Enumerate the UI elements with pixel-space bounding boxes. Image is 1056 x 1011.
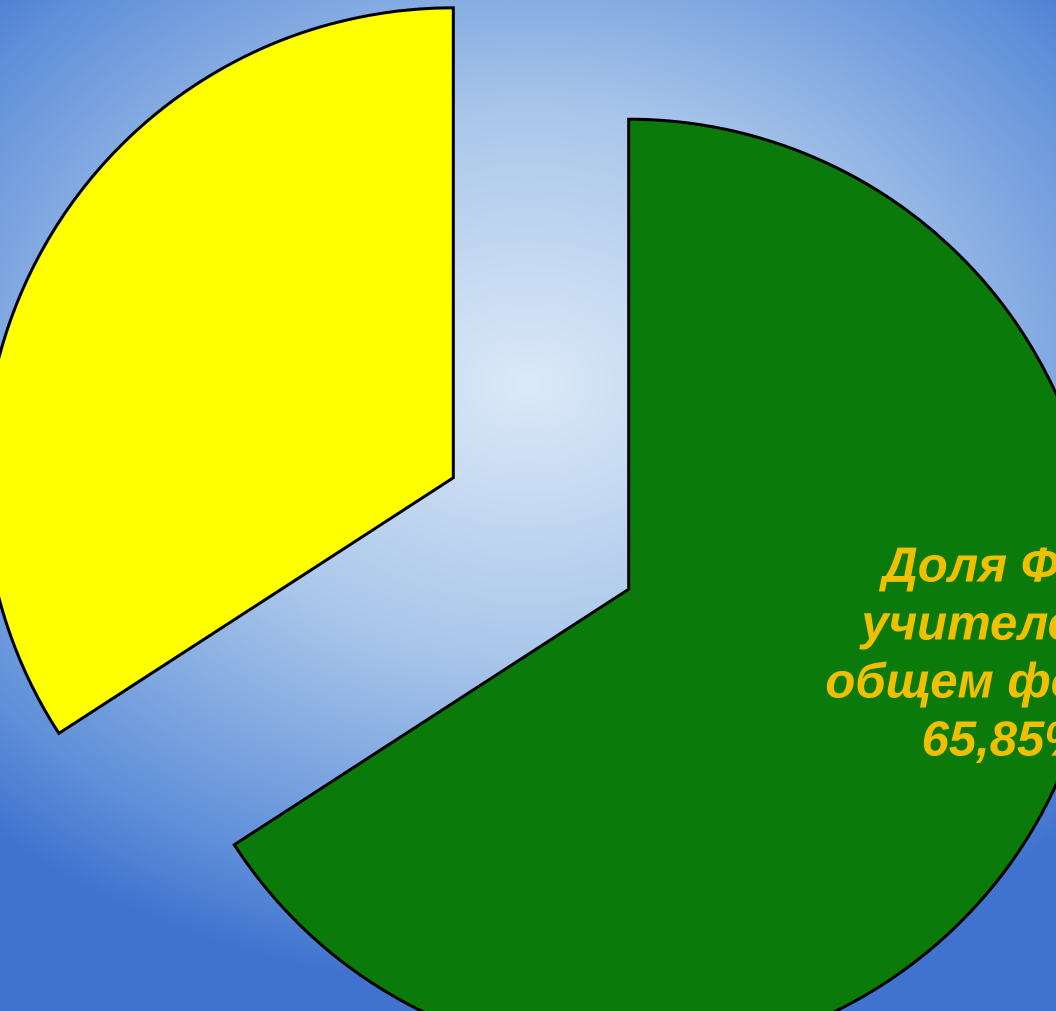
slice-2-data-label: Доля ФОТучителей вобщем фонде;65,85% — [825, 538, 1056, 766]
slice-2-label-line-2: учителей в — [858, 596, 1056, 650]
slices-layer — [0, 6, 1056, 1011]
pie-slice-1 — [0, 6, 455, 736]
slice-2-label-line-4: 65,85% — [922, 712, 1056, 766]
slice-2-label-line-1: Доля ФОТ — [878, 538, 1056, 592]
pie-slice-2 — [232, 117, 1056, 1011]
slice-2-label-line-3: общем фонде; — [825, 654, 1056, 708]
labels-layer: Доля ФОТучителей вобщем фонде;65,85% — [825, 538, 1056, 766]
